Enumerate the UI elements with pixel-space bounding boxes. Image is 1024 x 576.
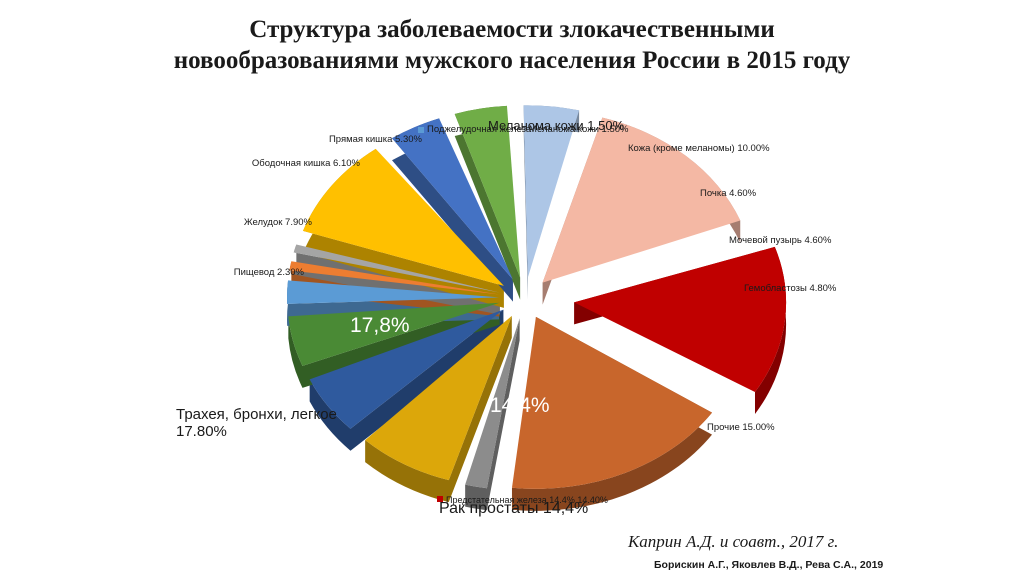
slice-label-10: Почка 4.60% — [700, 188, 757, 199]
pie-slice-10 — [392, 118, 513, 280]
authors: Борискин А.Г., Яковлев В.Д., Рева С.А., … — [654, 559, 884, 571]
melanoma-overlap-label: Меланома кожи 1.50% — [488, 118, 625, 133]
pie-slice-9 — [303, 148, 504, 286]
slice-label-9: Кожа (кроме меланомы) 10.00% — [628, 143, 770, 154]
slice-side-3 — [365, 315, 512, 503]
slice-side-5 — [288, 302, 500, 388]
prostate-callout: Рак простаты 14,4% — [439, 500, 589, 517]
slice-tops — [287, 105, 787, 489]
slice-label-3: Желудок 7.90% — [244, 217, 313, 228]
slice-label-0: Предстательная железа 14.4% 14.40% — [446, 495, 608, 505]
pie-slice-8 — [293, 244, 500, 293]
pancreas-legend-marker — [418, 127, 424, 133]
slice-side-10 — [392, 118, 513, 302]
title-line-2: новообразованиями мужского населения Рос… — [173, 47, 851, 74]
pie-slice-11 — [454, 105, 521, 278]
slice-label-4: Ободочная кишка 6.10% — [252, 158, 361, 169]
pie-slice-4 — [309, 309, 504, 429]
lung-callout-value: 17.80% — [176, 423, 227, 440]
slice-label-2: Пищевод 2.30% — [234, 267, 305, 278]
citation: Каприн А.Д. и соавт., 2017 г. — [628, 532, 839, 551]
pie-slice-12 — [523, 105, 580, 278]
lung-callout: Трахея, бронхи, легкое 17.80% — [176, 406, 337, 440]
slice-label-11: Мочевой пузырь 4.60% — [729, 235, 832, 246]
slice-label-6: Поджелудочная железа — [427, 124, 532, 135]
slice-side-2 — [465, 318, 520, 511]
pie-slice-7 — [289, 261, 500, 295]
slice-label-12: Гемобластозы 4.80% — [744, 283, 837, 294]
slice-label-5: Прямая кишка 5.30% — [329, 134, 423, 145]
title-line-1: Структура заболеваемости злокачественным… — [249, 16, 775, 43]
pie-slice-1 — [511, 316, 713, 489]
slice-label-7: Меланома кожи 1.50% — [529, 124, 629, 135]
slice-side-11 — [454, 105, 521, 300]
pie-slice-2 — [465, 318, 520, 489]
lung-inside-label: 17,8% — [350, 314, 410, 337]
pie-slice-5 — [288, 302, 500, 366]
lung-callout-name: Трахея, бронхи, легкое — [176, 406, 337, 423]
slice-labels: Пищевод 2.30% Желудок 7.90% Ободочная кишк… — [234, 124, 837, 505]
pie-slice-6 — [287, 280, 500, 304]
pie-slice-13 — [542, 117, 741, 283]
slide-title: Структура заболеваемости злокачественным… — [0, 14, 1024, 76]
prostate-inside-label: 14,4% — [490, 394, 550, 417]
slice-side-1 — [511, 316, 713, 511]
pie-slice-0 — [574, 246, 787, 393]
slice-label-13: Прочие 15.00% — [707, 422, 775, 433]
slice-side-9 — [303, 148, 504, 308]
pie-slice-3 — [365, 315, 512, 481]
prostate-legend-marker — [437, 496, 443, 502]
